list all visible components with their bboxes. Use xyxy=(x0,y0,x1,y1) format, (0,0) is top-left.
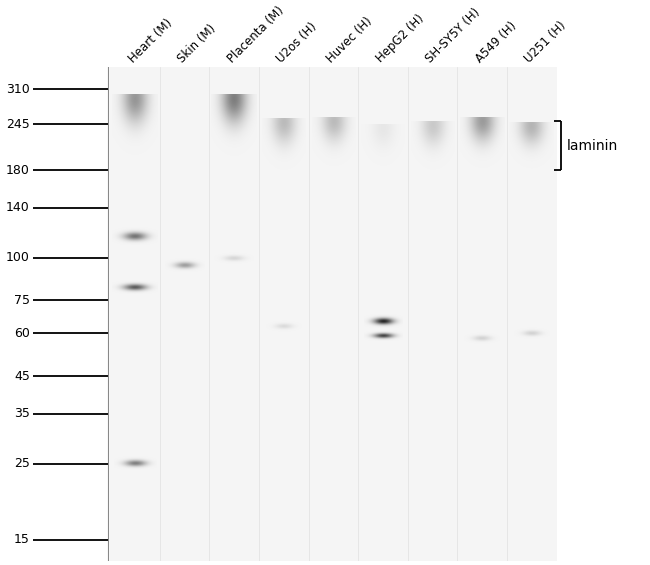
Text: U251 (H): U251 (H) xyxy=(523,19,569,66)
Text: 35: 35 xyxy=(14,407,30,420)
Text: 245: 245 xyxy=(6,118,30,131)
Text: 15: 15 xyxy=(14,533,30,546)
Text: Skin (M): Skin (M) xyxy=(176,22,218,66)
Bar xyxy=(110,67,556,561)
Text: 310: 310 xyxy=(6,83,30,96)
Text: 45: 45 xyxy=(14,370,30,383)
Text: 25: 25 xyxy=(14,457,30,470)
Text: Huvec (H): Huvec (H) xyxy=(324,15,375,66)
Text: 100: 100 xyxy=(6,251,30,264)
Text: 60: 60 xyxy=(14,327,30,340)
Text: A549 (H): A549 (H) xyxy=(473,19,519,66)
Text: Heart (M): Heart (M) xyxy=(125,16,175,66)
Text: 140: 140 xyxy=(6,201,30,214)
Text: HepG2 (H): HepG2 (H) xyxy=(374,12,426,66)
Text: 180: 180 xyxy=(6,164,30,177)
Text: 75: 75 xyxy=(14,294,30,307)
Text: SH-SY5Y (H): SH-SY5Y (H) xyxy=(423,6,483,66)
Text: Placenta (M): Placenta (M) xyxy=(225,4,287,66)
Text: U2os (H): U2os (H) xyxy=(274,20,320,66)
Text: laminin: laminin xyxy=(566,139,618,153)
